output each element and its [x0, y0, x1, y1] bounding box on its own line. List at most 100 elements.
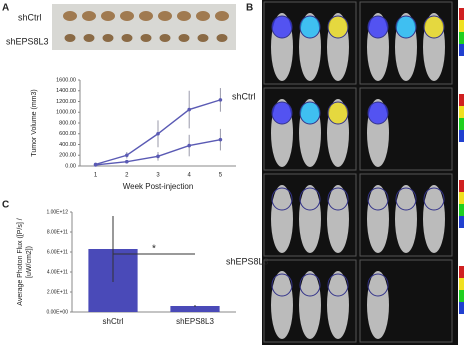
x-tick-label: 1 — [94, 173, 98, 179]
imaging-frame — [359, 1, 453, 85]
x-tick-label: 3 — [156, 173, 160, 179]
x-tick-label: shEPS8L3 — [176, 317, 214, 326]
mouse — [367, 185, 389, 253]
signal-ring — [299, 15, 321, 39]
mouse — [299, 271, 321, 339]
y-axis-label: Tumor Volume (mm3) — [31, 89, 38, 156]
tumor — [82, 11, 96, 21]
signal-ring — [395, 187, 417, 211]
imaging-frame — [263, 1, 357, 85]
imaging-label: shEPS8L3 — [226, 256, 269, 266]
panel-label: B — [246, 3, 253, 14]
y-tick-label: 1000.00 — [56, 110, 76, 116]
photo-label: shEPS8L3 — [6, 36, 49, 46]
imaging-frame — [263, 87, 357, 171]
color-scale — [459, 302, 464, 314]
tumor — [197, 34, 209, 42]
tumor — [215, 11, 229, 21]
imaging-label: shCtrl — [232, 91, 256, 101]
mouse — [395, 185, 417, 253]
signal-ring — [423, 15, 445, 39]
tumor — [101, 11, 115, 21]
signal-ring — [367, 101, 389, 125]
color-scale — [459, 8, 464, 20]
x-axis-label: Week Post-injection — [123, 182, 194, 191]
signal-ring — [395, 15, 417, 39]
mouse — [327, 185, 349, 253]
color-scale — [459, 44, 464, 56]
signal-ring — [327, 187, 349, 211]
significance: * — [152, 244, 156, 255]
y-axis-label: [uW/cm2]) — [26, 246, 33, 278]
color-scale — [459, 20, 464, 32]
point — [156, 154, 160, 159]
color-scale — [459, 180, 464, 192]
color-scale — [459, 278, 464, 290]
color-scale — [459, 32, 464, 44]
y-tick-label: 1200.00 — [56, 99, 76, 105]
point — [218, 137, 223, 142]
tumor — [63, 11, 77, 21]
bar — [170, 306, 220, 312]
signal-ring — [327, 273, 349, 297]
tumor — [83, 34, 95, 42]
signal-ring — [299, 187, 321, 211]
signal-ring — [367, 15, 389, 39]
y-tick-label: 800.00 — [59, 120, 76, 126]
tumor — [159, 34, 171, 42]
y-tick-label: 400.00 — [59, 142, 76, 148]
y-tick-label: 4.00E+11 — [47, 269, 68, 275]
point — [218, 98, 223, 102]
x-tick-label: 5 — [219, 173, 223, 179]
point — [125, 153, 129, 158]
photo-label: shCtrl — [18, 12, 42, 22]
y-tick-label: 0.00E+00 — [46, 309, 68, 315]
tumor — [178, 34, 190, 42]
mouse — [367, 271, 389, 339]
signal-ring — [271, 15, 293, 39]
x-tick-label: 2 — [125, 173, 129, 179]
tumor — [102, 34, 114, 42]
signal-ring — [299, 273, 321, 297]
signal-ring — [367, 273, 389, 297]
y-tick-label: 6.00E+11 — [47, 249, 68, 255]
mouse — [423, 185, 445, 253]
tumor — [120, 11, 134, 21]
tumor — [216, 34, 228, 42]
y-tick-label: 2.00E+11 — [47, 289, 68, 295]
tumor-photo — [52, 4, 236, 50]
y-tick-label: 200.00 — [59, 153, 76, 159]
y-tick-label: 600.00 — [59, 131, 76, 137]
signal-ring — [299, 101, 321, 125]
panel-label: A — [2, 3, 9, 14]
color-scale — [459, 216, 464, 228]
mouse — [271, 271, 293, 339]
color-scale — [459, 192, 464, 204]
y-tick-label: 1600.00 — [56, 77, 76, 83]
imaging-frame — [263, 173, 357, 257]
y-tick-label: 1400.00 — [56, 88, 76, 94]
imaging-frame — [263, 259, 357, 343]
imaging-frame — [359, 259, 453, 343]
y-tick-label: 1.00E+12 — [46, 209, 68, 215]
tumor — [64, 34, 76, 42]
imaging-frame — [359, 87, 453, 171]
point — [156, 131, 160, 136]
tumor — [140, 34, 152, 42]
y-axis-label: Average Photon Flux ([P/s] / — [17, 218, 24, 305]
tumor — [121, 34, 133, 42]
signal-ring — [367, 187, 389, 211]
mouse — [271, 185, 293, 253]
point — [125, 159, 129, 164]
signal-ring — [271, 101, 293, 125]
signal-ring — [327, 101, 349, 125]
imaging-frame — [359, 173, 453, 257]
tumor — [196, 11, 210, 21]
panel-label: C — [2, 200, 9, 211]
signal-ring — [327, 15, 349, 39]
mouse — [299, 185, 321, 253]
mouse — [327, 271, 349, 339]
point — [187, 143, 191, 148]
x-tick-label: 4 — [188, 173, 192, 179]
